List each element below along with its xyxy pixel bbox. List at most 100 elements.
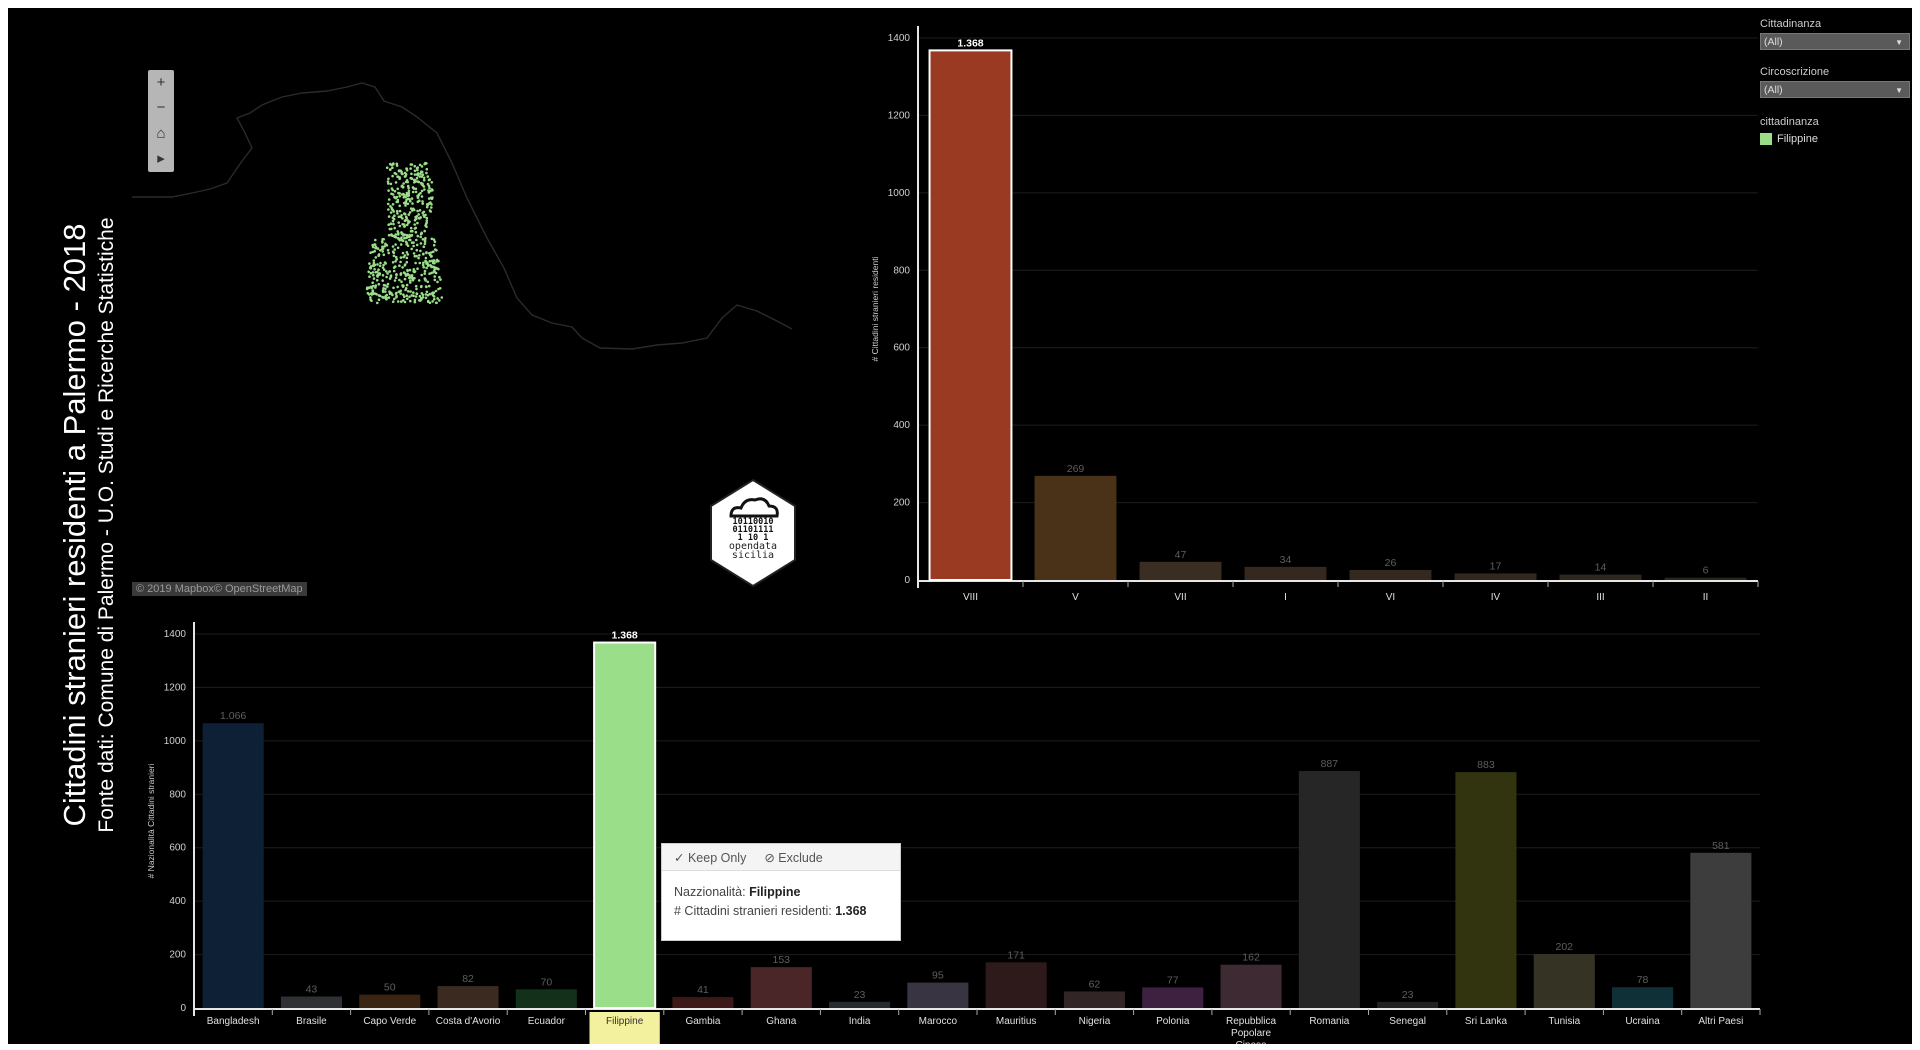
keep-only-button[interactable]: ✓ Keep Only bbox=[674, 850, 747, 865]
map-point bbox=[382, 283, 386, 287]
y-tick-label: 800 bbox=[893, 265, 910, 276]
map-point bbox=[406, 269, 409, 273]
cittadinanza-filter-select[interactable]: (All) ▼ bbox=[1760, 33, 1910, 50]
map-canvas[interactable] bbox=[132, 53, 854, 601]
map-point bbox=[393, 235, 397, 239]
map-point bbox=[391, 300, 395, 303]
map-point bbox=[386, 285, 389, 288]
map-point bbox=[403, 212, 406, 215]
map-point bbox=[388, 270, 391, 273]
map-point bbox=[376, 275, 379, 278]
map-point bbox=[420, 273, 424, 277]
map-point bbox=[406, 194, 410, 197]
map-point bbox=[405, 191, 409, 195]
map-point bbox=[372, 273, 375, 277]
map-point bbox=[408, 274, 411, 277]
map-point bbox=[430, 237, 434, 241]
map-point bbox=[423, 238, 427, 242]
map-point bbox=[420, 195, 424, 198]
zoom-out-button[interactable]: − bbox=[156, 99, 166, 117]
circoscrizione-chart-svg[interactable]: 0 200 400 600 800 1000 1200 1400 # Cittadini str… bbox=[856, 10, 1759, 610]
map-point bbox=[416, 200, 420, 203]
map-point bbox=[422, 265, 426, 269]
map-point bbox=[414, 190, 418, 194]
map-view[interactable]: + − ⌂ ▸ © 2019 Mapbox© OpenStreetMap bbox=[132, 53, 854, 601]
map-point bbox=[432, 295, 436, 298]
map-point bbox=[391, 174, 394, 178]
map-point bbox=[416, 221, 419, 225]
map-point bbox=[412, 270, 415, 273]
map-point bbox=[402, 255, 405, 259]
map-point bbox=[413, 173, 417, 176]
map-point bbox=[405, 294, 409, 297]
map-point bbox=[403, 272, 407, 275]
map-point bbox=[398, 278, 401, 282]
exclude-button[interactable]: ⊘ Exclude bbox=[764, 850, 823, 865]
map-point bbox=[410, 247, 414, 251]
map-point bbox=[375, 246, 378, 250]
map-point bbox=[402, 192, 405, 196]
bar bbox=[1063, 991, 1125, 1008]
zoom-in-button[interactable]: + bbox=[156, 73, 166, 91]
circoscrizione-filter-select[interactable]: (All) ▼ bbox=[1760, 81, 1910, 98]
nazionalita-chart-svg[interactable]: 0 200 400 600 800 1000 1200 1400 # Nazionalità C… bbox=[132, 608, 1761, 1044]
map-point bbox=[381, 250, 384, 253]
map-point bbox=[420, 170, 424, 174]
map-point bbox=[416, 267, 419, 270]
map-point bbox=[436, 297, 439, 300]
map-point bbox=[387, 215, 391, 218]
map-point bbox=[371, 291, 375, 294]
map-point bbox=[427, 202, 431, 205]
map-point bbox=[399, 243, 403, 246]
map-point bbox=[402, 284, 405, 287]
map-point bbox=[409, 279, 412, 282]
bar bbox=[928, 49, 1013, 582]
map-point bbox=[418, 209, 422, 212]
map-point bbox=[397, 215, 401, 218]
x-tick-label: VII bbox=[1174, 592, 1186, 603]
data-label: 26 bbox=[1385, 557, 1397, 569]
map-point bbox=[430, 292, 434, 295]
map-point bbox=[417, 256, 420, 260]
map-point bbox=[396, 246, 400, 250]
nazionalita-bar-chart[interactable]: 0 200 400 600 800 1000 1200 1400 # Nazionalità C… bbox=[132, 608, 1761, 1044]
map-point bbox=[373, 263, 377, 267]
opendata-sicilia-logo: 10110010 01101111 1 10 1 opendata sicili… bbox=[703, 478, 803, 588]
map-point bbox=[422, 245, 426, 248]
map-point bbox=[385, 270, 388, 273]
map-point bbox=[381, 289, 385, 292]
data-label: 50 bbox=[384, 982, 396, 994]
x-tick-label: Ghana bbox=[766, 1016, 796, 1027]
home-button[interactable]: ⌂ bbox=[156, 124, 166, 142]
bar bbox=[593, 641, 657, 1009]
map-point bbox=[434, 289, 438, 293]
data-label: 887 bbox=[1321, 758, 1339, 770]
map-point bbox=[412, 178, 416, 182]
map-point bbox=[428, 272, 431, 275]
map-point bbox=[374, 286, 377, 289]
map-point bbox=[426, 299, 430, 303]
map-point bbox=[391, 245, 395, 248]
x-tick-label: Marocco bbox=[919, 1016, 958, 1027]
circoscrizione-bar-chart[interactable]: 0 200 400 600 800 1000 1200 1400 # Cittadini str… bbox=[856, 10, 1759, 610]
map-point bbox=[402, 195, 406, 199]
map-point bbox=[429, 196, 433, 200]
legend-item-filippine[interactable]: Filippine bbox=[1760, 133, 1912, 145]
y-tick-label: 0 bbox=[180, 1003, 186, 1014]
map-point bbox=[400, 280, 403, 283]
map-point bbox=[366, 291, 370, 295]
map-point bbox=[421, 173, 425, 176]
map-point bbox=[395, 258, 399, 261]
map-points[interactable] bbox=[365, 161, 444, 305]
map-point bbox=[390, 192, 393, 196]
map-point bbox=[403, 295, 406, 299]
data-label: 1.368 bbox=[957, 37, 983, 49]
y-tick-label: 0 bbox=[904, 575, 910, 586]
bar bbox=[1377, 1001, 1439, 1008]
map-point bbox=[425, 221, 429, 224]
map-point bbox=[413, 164, 417, 168]
map-point bbox=[420, 232, 424, 235]
map-attribution[interactable]: © 2019 Mapbox© OpenStreetMap bbox=[132, 582, 307, 596]
play-button[interactable]: ▸ bbox=[157, 150, 165, 168]
map-point bbox=[387, 189, 390, 192]
